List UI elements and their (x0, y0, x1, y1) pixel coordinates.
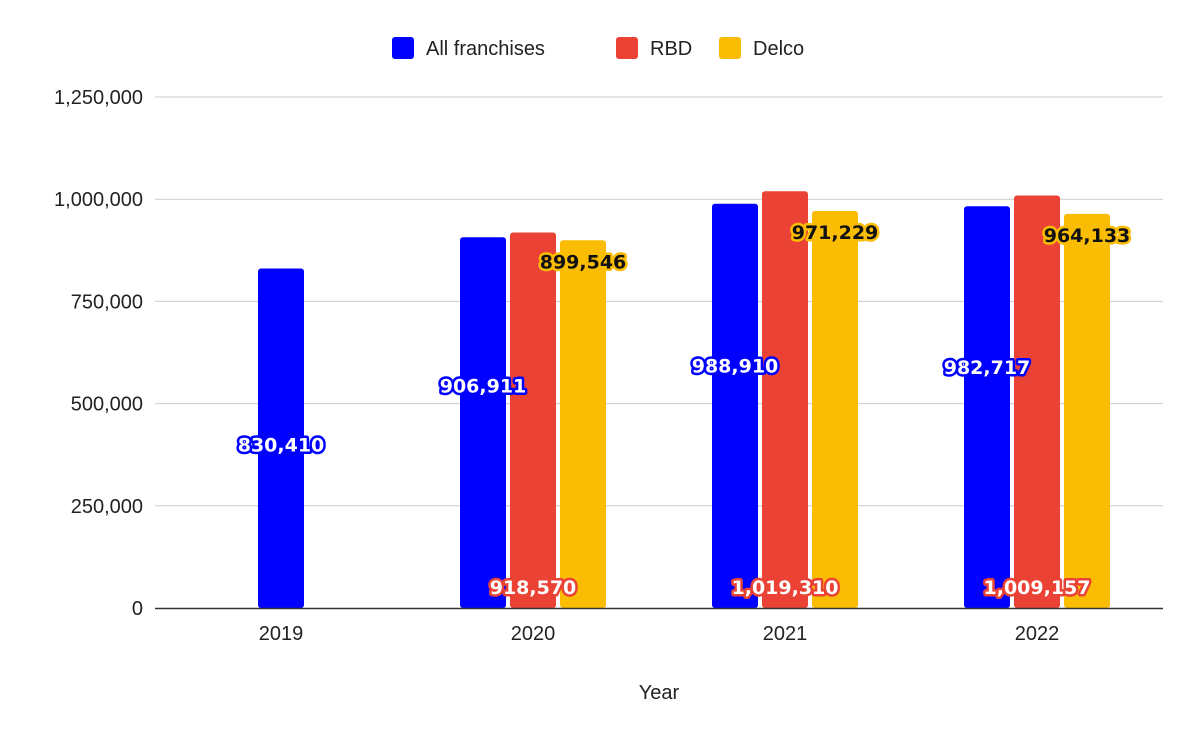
bar (460, 237, 506, 609)
data-label: 830,410 (238, 434, 325, 456)
data-label: 971,229 (792, 222, 879, 244)
data-label: 906,911 (440, 376, 527, 398)
legend-label: RBD (650, 38, 692, 60)
data-label: 899,546 (540, 251, 627, 273)
y-tick-label: 750,000 (71, 291, 143, 313)
bar (712, 203, 758, 609)
legend-swatch (719, 37, 741, 59)
legend-label: All franchises (426, 38, 545, 60)
data-label: 1,009,157 (984, 577, 1091, 599)
bar (560, 240, 606, 608)
bar (762, 191, 808, 608)
y-tick-label: 250,000 (71, 496, 143, 518)
y-tick-label: 0 (132, 598, 143, 620)
y-tick-label: 1,000,000 (54, 189, 143, 211)
y-tick-label: 1,250,000 (54, 87, 143, 109)
x-axis-title: Year (639, 682, 680, 704)
data-label: 918,570 (490, 577, 577, 599)
x-tick-label: 2021 (763, 623, 808, 645)
data-label: 982,717 (944, 357, 1031, 379)
data-label: 1,019,310 (732, 577, 839, 599)
bar (812, 210, 858, 608)
data-labels: 830,410 906,911 918,570 899,546 988,910 1,019… (235, 219, 1133, 601)
data-label: 988,910 (692, 355, 779, 377)
data-label: 964,133 (1044, 225, 1131, 247)
x-tick-label: 2019 (259, 623, 304, 645)
y-axis-tick-labels: 0 250,000 500,000 750,000 1,000,000 1,250,000 (54, 87, 143, 620)
legend-swatch (392, 37, 414, 59)
legend-swatch (616, 37, 638, 59)
legend: All franchises RBD Delco (392, 37, 804, 60)
bar (510, 232, 556, 608)
bar (1064, 213, 1110, 608)
bar (258, 268, 304, 608)
x-axis-tick-labels: 2019 2020 2021 2022 (259, 623, 1060, 645)
bars (258, 191, 1110, 609)
legend-label: Delco (753, 38, 804, 60)
bar (1014, 195, 1060, 609)
x-tick-label: 2020 (511, 623, 556, 645)
bar (964, 206, 1010, 608)
y-tick-label: 500,000 (71, 394, 143, 416)
x-tick-label: 2022 (1015, 623, 1060, 645)
